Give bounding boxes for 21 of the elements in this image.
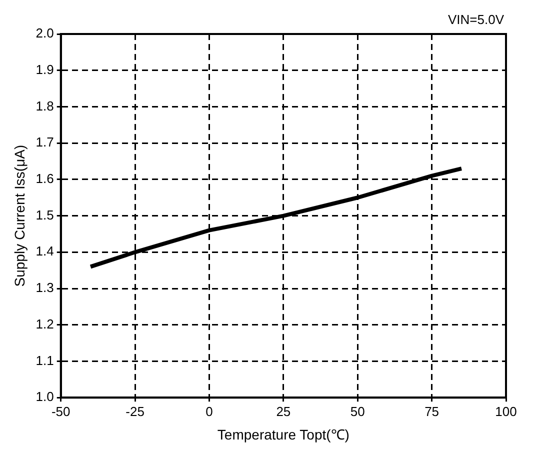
- x-tick-label: 75: [424, 404, 440, 419]
- x-axis-title: Temperature Topt(℃): [217, 426, 350, 442]
- x-tick-label: 0: [206, 404, 213, 419]
- x-tick-label: 50: [350, 404, 365, 419]
- text: VIN=5.0V: [448, 12, 504, 27]
- y-tick-label: 1.5: [36, 207, 54, 222]
- x-tick-label: -25: [126, 404, 144, 419]
- y-tick-label: 1.1: [36, 352, 54, 368]
- y-axis-title: Supply Current Iss(μA): [11, 144, 28, 287]
- y-tick-label: 1.4: [36, 244, 54, 259]
- y-tick-label: 2.0: [36, 26, 54, 41]
- y-tick-label: 1.3: [36, 280, 54, 296]
- y-tick-label: 1.6: [36, 171, 54, 186]
- x-tick-label: 100: [495, 404, 517, 419]
- x-tick-label: -50: [51, 404, 70, 419]
- x-tick-label: 25: [276, 404, 291, 419]
- y-tick-label: 1.9: [36, 62, 54, 77]
- y-tick-label: 1.0: [36, 389, 54, 404]
- y-tick-label: 1.8: [36, 98, 54, 114]
- y-tick-label: 1.7: [36, 134, 54, 150]
- y-tick-label: 1.2: [36, 316, 54, 332]
